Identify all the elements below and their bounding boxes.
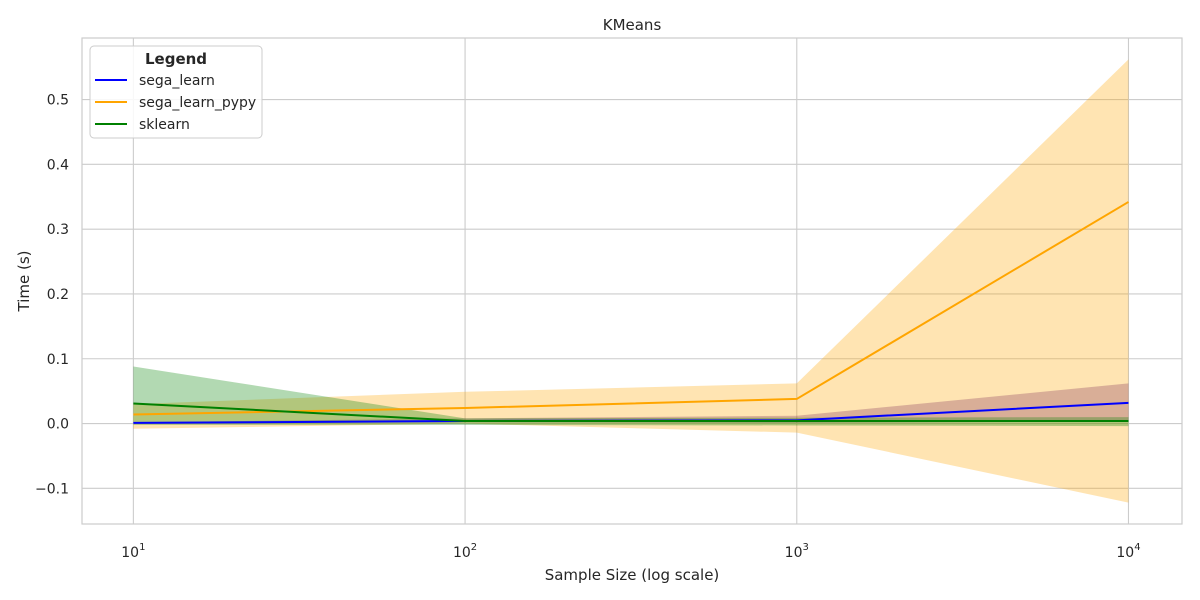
sklearn-line: [133, 402, 1129, 422]
y-tick-label: 0.4: [47, 157, 69, 173]
y-tick-label: 0.1: [47, 352, 69, 368]
legend-box: [89, 45, 263, 139]
y-tick-label: 0.2: [47, 287, 69, 303]
confidence-bands: [133, 59, 1129, 503]
sega_learn_pypy-band: [133, 59, 1129, 503]
sklearn-band: [133, 366, 1129, 427]
x-tick-label: 102: [453, 542, 477, 561]
y-tick-label: −0.1: [35, 481, 69, 497]
y-tick-labels: −0.1 0.0 0.1 0.2 0.3 0.4 0.5: [35, 93, 69, 498]
x-axis-label: Sample Size (log scale): [545, 566, 720, 584]
plot-frame: [81, 37, 1183, 525]
x-tick-label: 104: [1116, 542, 1140, 561]
legend-label-sega_learn: sega_learn: [139, 73, 215, 89]
sega_learn-band: [133, 383, 1129, 424]
y-tick-label: 0.5: [47, 93, 69, 109]
y-tick-label: 0.3: [47, 222, 69, 238]
legend-label-sega_learn_pypy: sega_learn_pypy: [139, 95, 256, 111]
legend-title: Legend: [145, 50, 207, 68]
series-lines: [133, 201, 1129, 424]
chart-title: KMeans: [603, 16, 662, 34]
x-tick-label: 101: [121, 542, 145, 561]
legend-label-sklearn: sklearn: [139, 117, 190, 133]
y-tick-label: 0.0: [47, 417, 69, 433]
x-tick-label: 103: [785, 542, 809, 561]
x-tick-labels: 101 102 103 104: [121, 542, 1140, 561]
y-axis-label: Time (s): [15, 251, 33, 313]
